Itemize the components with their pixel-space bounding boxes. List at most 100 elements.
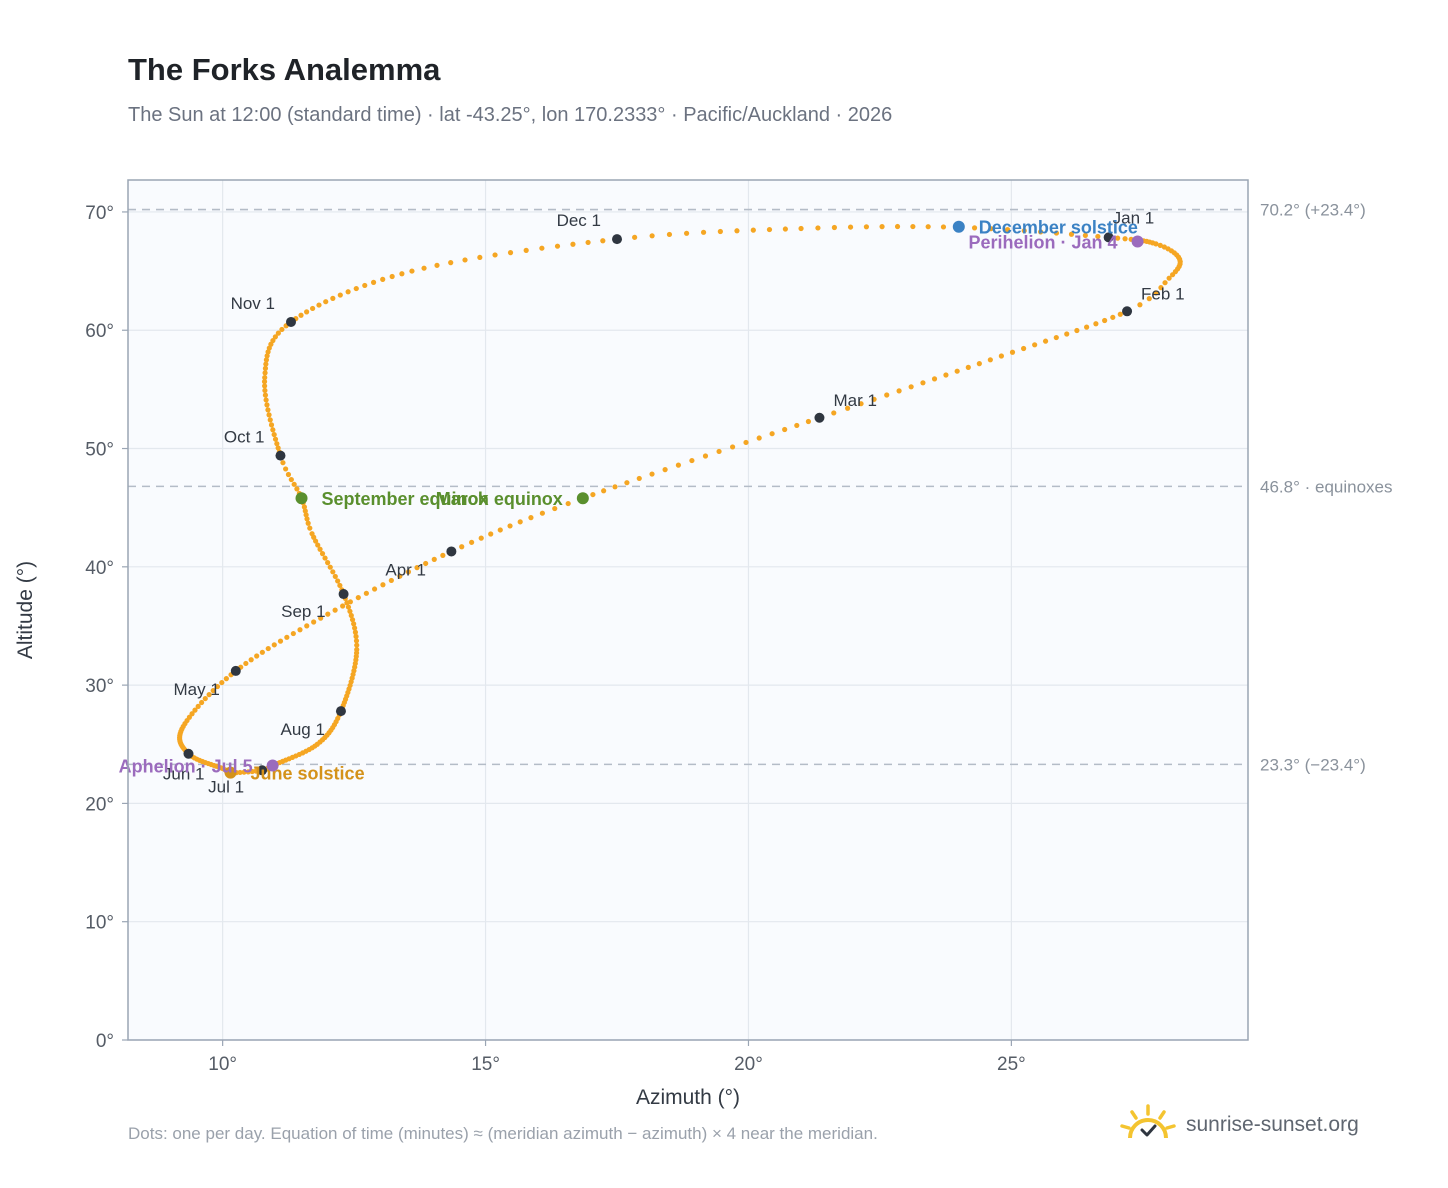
event-label: September equinox: [322, 489, 489, 509]
daily-sun-dot: [976, 361, 982, 367]
daily-sun-dot: [1110, 314, 1116, 320]
event-label: Aphelion · Jul 5: [119, 757, 253, 777]
month-marker: [612, 234, 623, 245]
daily-sun-dot: [318, 615, 324, 621]
daily-sun-dot: [766, 226, 773, 233]
daily-sun-dot: [262, 370, 268, 376]
daily-sun-dot: [275, 330, 281, 336]
daily-sun-dot: [632, 234, 638, 240]
daily-sun-dot: [600, 238, 606, 244]
daily-sun-dot: [275, 445, 281, 451]
y-tick-label: 20°: [85, 794, 114, 815]
x-tick-label: 20°: [734, 1054, 763, 1075]
month-marker-label: Apr 1: [385, 560, 426, 579]
daily-sun-dot: [884, 392, 890, 398]
daily-sun-dot: [325, 611, 331, 617]
daily-sun-dot: [284, 634, 290, 640]
daily-sun-dot: [1021, 228, 1027, 234]
daily-sun-dot: [294, 486, 300, 492]
daily-sun-dot: [353, 285, 359, 292]
daily-sun-dot: [263, 357, 269, 363]
y-tick-label: 0°: [96, 1031, 114, 1052]
daily-sun-dot: [265, 645, 271, 652]
daily-sun-dot: [345, 604, 352, 610]
event-marker: [576, 492, 589, 505]
daily-sun-dot: [317, 546, 323, 552]
daily-sun-dot: [805, 418, 812, 425]
daily-sun-dot: [554, 243, 561, 249]
x-axis-label: Azimuth (°): [636, 1086, 740, 1109]
daily-sun-dot: [590, 491, 596, 498]
daily-sun-dot: [304, 309, 310, 315]
daily-sun-dot: [262, 365, 269, 371]
daily-sun-dot: [459, 544, 465, 550]
daily-sun-dot: [624, 480, 630, 486]
daily-sun-dot: [1122, 236, 1128, 242]
daily-sun-dot: [798, 225, 804, 232]
x-tick-label: 25°: [997, 1054, 1026, 1075]
daily-sun-dot: [570, 241, 576, 247]
daily-sun-dot: [355, 594, 361, 601]
daily-sun-dot: [311, 619, 317, 625]
daily-sun-dot: [249, 768, 255, 775]
daily-sun-dot: [202, 695, 208, 702]
month-marker: [1103, 232, 1114, 243]
daily-sun-dot: [380, 276, 386, 282]
daily-sun-dot: [1115, 235, 1121, 241]
daily-sun-dot: [290, 630, 296, 637]
daily-sun-dot: [649, 233, 655, 239]
daily-sun-dot: [288, 476, 294, 483]
daily-sun-dot: [363, 590, 369, 596]
daily-sun-dot: [285, 471, 292, 478]
daily-sun-dot: [283, 466, 289, 472]
daily-sun-dot: [636, 475, 642, 482]
daily-sun-dot: [370, 279, 377, 285]
month-marker: [338, 589, 349, 600]
daily-sun-dot: [270, 337, 276, 344]
daily-sun-dot: [409, 268, 415, 274]
daily-sun-dot: [894, 223, 901, 230]
daily-sun-dot: [987, 357, 993, 363]
daily-sun-dot: [264, 402, 270, 408]
daily-sun-dot: [307, 525, 313, 531]
daily-sun-dot: [337, 582, 343, 589]
brand-name: sunrise-sunset.org: [1186, 1113, 1359, 1136]
daily-sun-dot: [908, 384, 914, 390]
daily-sun-dot: [702, 453, 709, 459]
event-label: March equinox: [436, 489, 563, 509]
daily-sun-dot: [316, 302, 322, 308]
daily-sun-dot: [263, 361, 269, 367]
daily-sun-dot: [492, 252, 498, 258]
daily-sun-dot: [303, 512, 309, 518]
daily-sun-dot: [245, 769, 251, 775]
daily-sun-dot: [434, 262, 440, 268]
daily-sun-dot: [1117, 311, 1123, 317]
daily-sun-dot: [1157, 242, 1163, 248]
daily-sun-dot: [310, 305, 316, 312]
daily-sun-dot: [214, 683, 221, 690]
daily-sun-dot: [305, 520, 311, 526]
chart-subtitle: The Sun at 12:00 (standard time) · lat -…: [128, 104, 893, 126]
daily-sun-dot: [304, 516, 310, 522]
daily-sun-dot: [940, 224, 947, 230]
daily-sun-dot: [1004, 227, 1011, 233]
daily-sun-dot: [478, 535, 484, 541]
y-tick-label: 40°: [85, 558, 114, 579]
daily-sun-dot: [421, 265, 427, 271]
daily-sun-dot: [666, 231, 673, 238]
month-marker-label: Mar 1: [833, 391, 876, 410]
daily-sun-dot: [507, 523, 513, 529]
daily-sun-dot: [344, 600, 350, 606]
daily-sun-dot: [298, 312, 304, 318]
daily-sun-dot: [1102, 317, 1108, 324]
daily-sun-dot: [1038, 229, 1044, 235]
brand[interactable]: sunrise-sunset.org: [1120, 1104, 1359, 1146]
daily-sun-dot: [769, 431, 775, 437]
daily-sun-dot: [327, 564, 333, 570]
daily-sun-dot: [248, 657, 254, 663]
reference-lines: 70.2° (+23.4°) 46.8° · equinoxes 23.3° (−2…: [128, 201, 1393, 774]
daily-sun-dot: [262, 392, 269, 398]
